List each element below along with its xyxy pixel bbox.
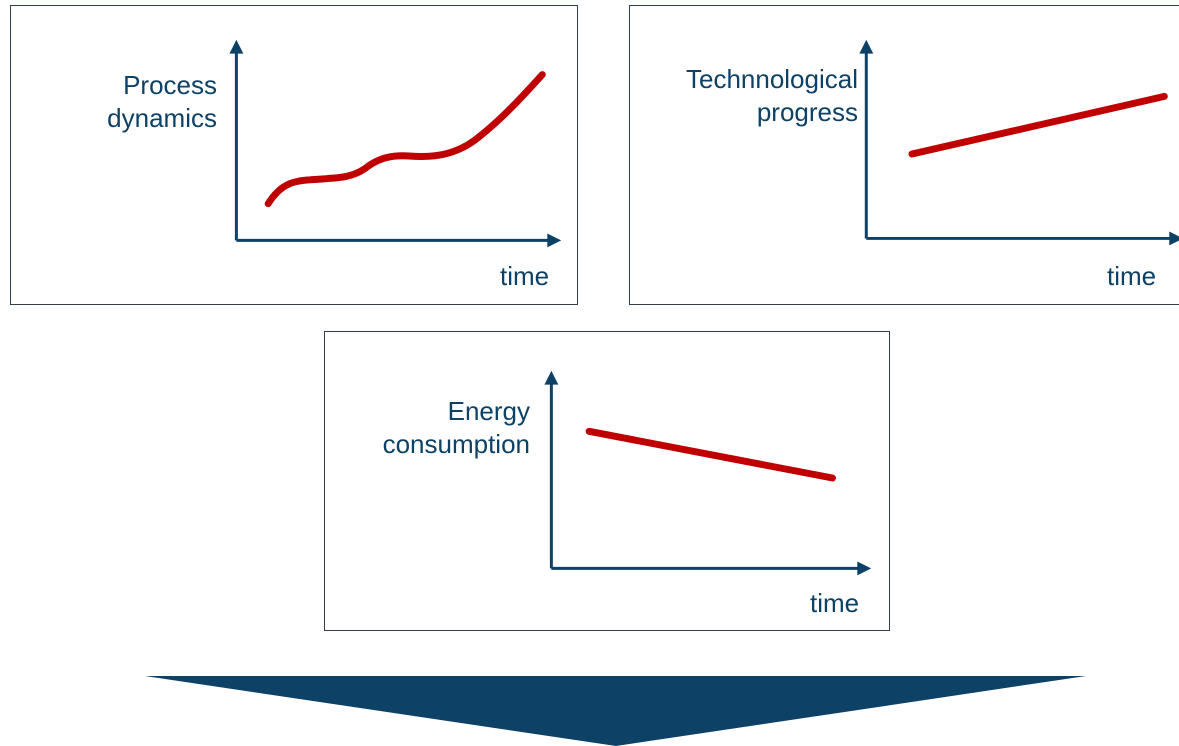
technological-progress-graph [859,39,1179,246]
x-axis-arrowhead [547,233,562,248]
technological-progress-line [908,92,1168,158]
process-dynamics-graph [229,39,562,248]
y-axis-label-line-2: dynamics [107,103,217,133]
energy-consumption-line [585,427,836,482]
y-axis-label-line-2: consumption [382,429,530,459]
process-dynamics-curve [264,71,546,208]
y-axis-label-line-1: Energy [447,396,530,426]
y-axis-label-line-1: Technnological [685,64,858,94]
y-axis-label: Energy consumption [383,395,530,461]
x-axis-label: time [1107,261,1157,291]
x-axis-arrowhead [1169,231,1179,246]
y-axis-label: Process dynamics [107,69,217,135]
technological-progress-panel: Technnological progress time [629,5,1179,305]
energy-consumption-panel: Energy consumption time [324,331,890,631]
y-axis-label-line-1: Process [123,70,217,100]
x-axis-arrowhead [857,561,872,576]
y-axis-arrowhead [859,39,874,54]
x-axis-label: time [810,588,860,618]
x-axis-label: time [500,261,550,291]
energy-consumption-graph [544,370,872,576]
y-axis-label: Technnological progress [686,63,858,129]
y-axis-label-line-2: progress [756,97,858,127]
down-arrow-shape [145,676,1086,746]
y-axis-arrowhead [544,370,559,385]
y-axis-arrowhead [229,39,244,54]
process-dynamics-panel: Process dynamics time [10,5,578,305]
